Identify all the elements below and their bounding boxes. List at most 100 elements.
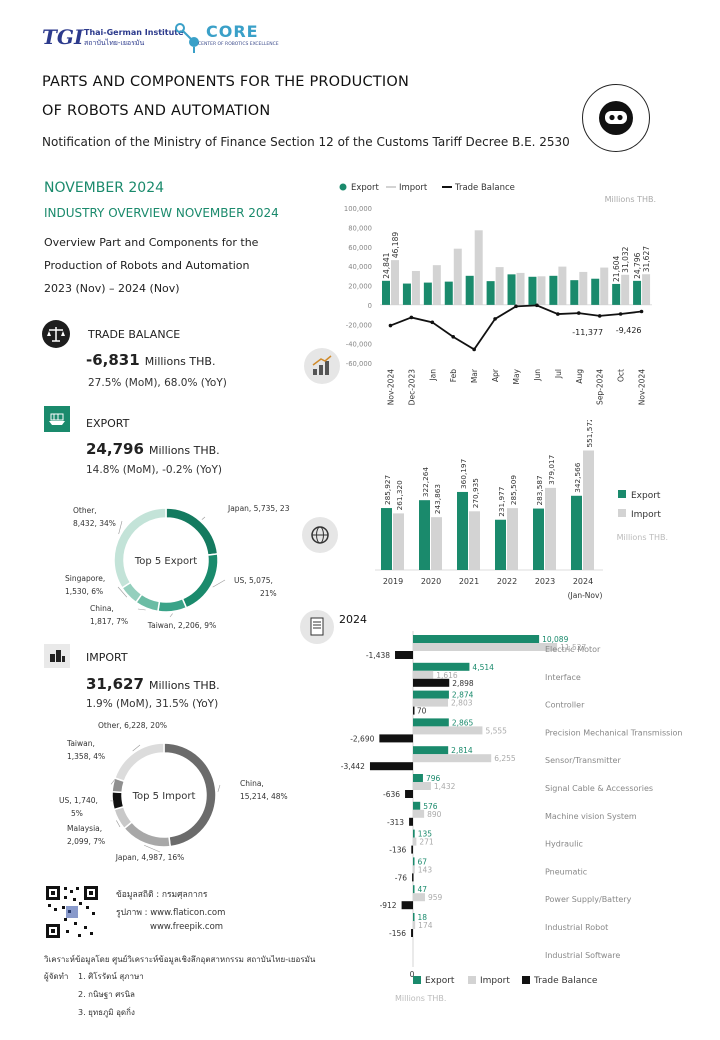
bar-import [432,265,441,305]
bar-import [474,230,483,305]
bar-export [633,280,642,305]
bar-import [469,511,480,570]
trade-balance-point [388,323,393,328]
category-label: Sensor/Transmitter [545,756,621,765]
bar-export [495,519,506,570]
bar-data-label: 70 [417,707,427,716]
x-tick-label: Jun [533,369,542,382]
bar-data-label: -912 [380,901,397,910]
legend-label: Trade Balance [533,976,598,986]
bar-export [381,508,392,570]
robot-icon [582,84,650,152]
bar-data-label: 135 [418,830,433,839]
trade-balance-point [493,317,497,321]
header: TGI Thai-German Institute สถาบันไทย-เยอร… [0,0,720,160]
legend-label: Import [631,510,661,520]
donut-center-title: Top 5 Export [134,556,197,567]
bar-export [571,495,582,570]
trade-balance-point [618,312,623,316]
bar-data-label: 243,863 [433,484,442,515]
slice-label: Japan, 5,735, 23% [227,504,290,513]
leader-line [118,520,123,535]
bar-export [413,774,423,782]
bar-data-label: 2,898 [452,679,474,688]
category-label: Pneumatic [545,867,587,876]
chart-unit-label: Millions THB. [617,533,668,542]
overview-subtitle: INDUSTRY OVERVIEW NOVEMBER 2024 [44,206,279,220]
export-value-line: 24,796 Millions THB. [86,439,220,458]
legend-swatch-trade-balance [522,976,530,984]
y-tick-label: 20,000 [348,283,372,291]
x-tick-label: 2024 [573,577,593,586]
bar-data-label: 31,032 [621,246,630,272]
bar-import [413,670,434,679]
slice-label: 1,358, 4% [67,752,105,761]
bar-import [413,809,425,818]
chart-unit-label: Millions THB. [605,195,656,204]
trade-balance-line [390,304,642,351]
slice-label: China, [240,779,264,788]
x-tick-label: Nov-2024 [386,369,395,405]
trade-balance-point [514,304,518,309]
x-tick-label: 2023 [535,577,555,586]
bar-trade-balance [379,734,413,743]
leader-line [132,744,141,752]
export-donut-chart: Japan, 5,735, 23% US, 5,075, 21% Taiwan, 2,… [65,504,290,630]
document-icon [300,610,334,644]
bar-data-label: 890 [427,810,442,819]
bar-data-label: 959 [428,893,443,902]
bar-data-label: -3,442 [341,762,365,771]
slice-label: 1,817, 7% [90,617,128,626]
bar-data-label: 796 [426,774,441,783]
bar-data-label: 231,977 [497,486,506,517]
donut-slice [111,790,125,811]
bar-data-label: 67 [418,857,428,866]
import-title: IMPORT [86,651,128,664]
monthly-trade-chart: Export Import Trade Balance Millions THB. 10… [339,183,656,405]
slice-label: US, 5,075, [234,576,273,585]
bar-export [413,885,415,894]
main-title-line2: OF ROBOTS AND AUTOMATION [42,103,271,119]
x-tick-sublabel: (Jan-Nov) [568,591,603,600]
bar-data-label: -2,690 [350,734,374,743]
bar-import [411,270,420,305]
bar-data-label: 379,017 [547,454,556,485]
import-donut-chart: China, 15,214, 48% Japan, 4,987, 16% Malays… [59,721,288,862]
bar-export [423,282,432,305]
bar-data-label: -156 [389,929,406,938]
notification-text: Notification of the Ministry of Finance … [42,135,570,149]
category-label: Precision Mechanical Transmission [545,728,682,737]
trade-balance-point [576,311,581,315]
slice-label: US, 1,740, [59,796,98,805]
bar-data-label: -1,438 [366,651,390,660]
bar-data-label: -136 [389,846,406,855]
donut-center-title: Top 5 Import [132,791,196,802]
slice-label: 5% [71,809,83,818]
bar-data-label: 283,587 [535,475,544,506]
chart-title: 2024 [339,613,367,626]
bar-import [537,276,546,305]
x-tick-label: 2020 [421,577,441,586]
export-unit: Millions THB. [148,444,220,457]
y-tick-label: -40,000 [346,341,372,349]
trade-balance-point [639,309,644,314]
leader-line [117,586,128,598]
bar-data-label: 10,089 [542,635,568,644]
x-tick-label: May [512,368,521,384]
trade-balance-point [430,320,435,325]
overview-desc-3: 2023 (Nov) – 2024 (Nov) [44,282,180,295]
legend-label: Export [425,976,455,986]
tgi-logo: TGI [42,25,84,49]
main-title-line1: PARTS AND COMPONENTS FOR THE PRODUCTION [42,74,409,90]
slice-label: 1,530, 6% [65,587,103,596]
category-label: Industrial Robot [545,923,608,932]
leader-line [169,613,173,618]
x-tick-label: Nov-2024 [638,369,647,405]
bar-export [413,801,421,810]
x-tick-label: Aug [575,369,584,384]
category-label: Power Supply/Battery [545,895,632,904]
bar-data-label: 4,514 [472,663,494,672]
bar-export [533,508,544,570]
bar-data-label: 0 [410,970,415,979]
bar-export [402,283,411,305]
